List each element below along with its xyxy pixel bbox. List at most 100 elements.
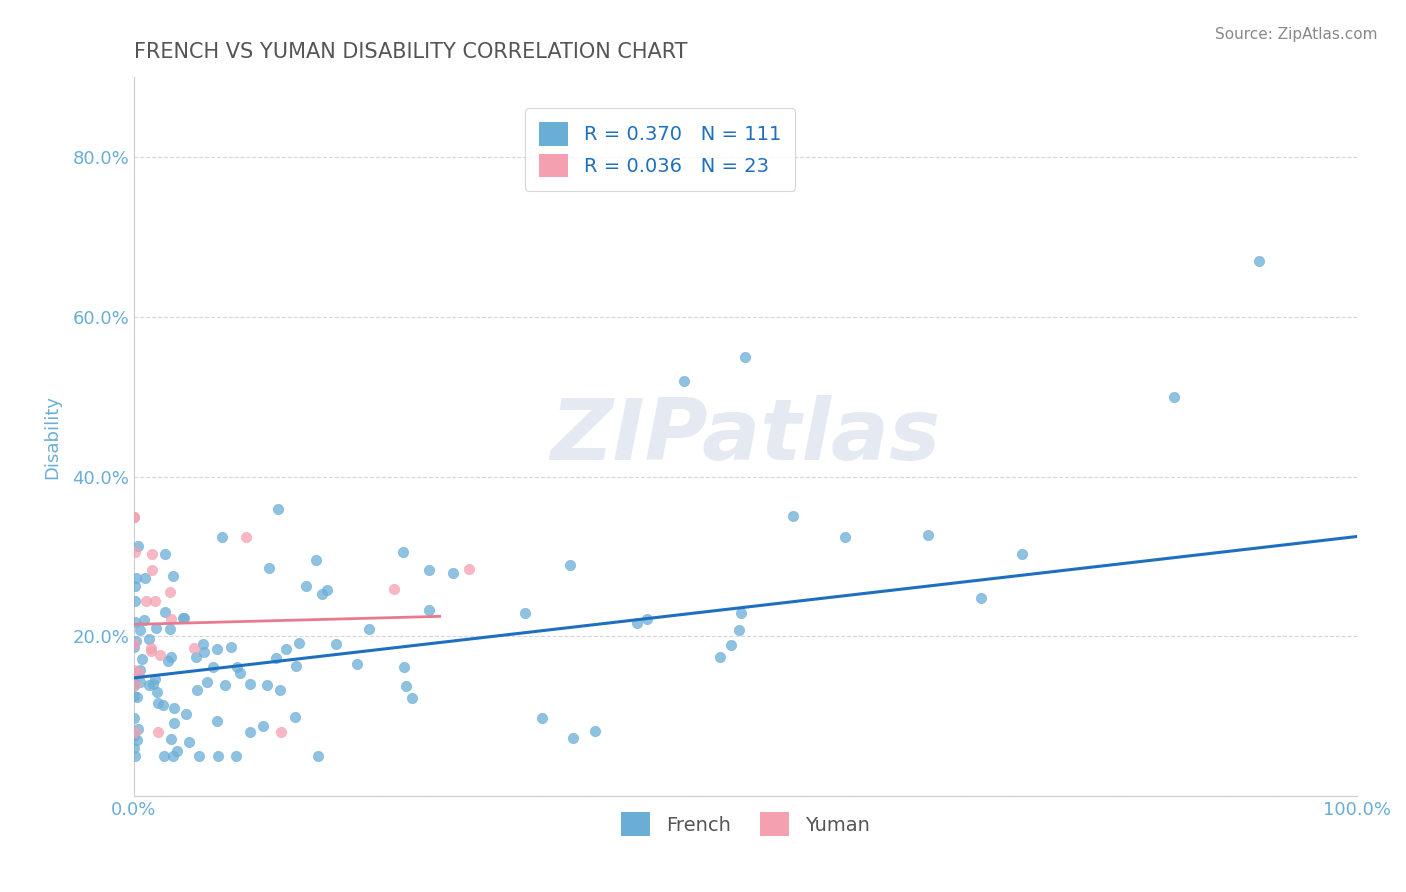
French bbox=[129, 674, 152, 689]
French bbox=[307, 749, 329, 764]
Yuman bbox=[183, 640, 205, 655]
French bbox=[728, 623, 751, 637]
French bbox=[125, 572, 148, 586]
French bbox=[239, 725, 262, 739]
Yuman bbox=[128, 666, 150, 681]
French bbox=[315, 582, 337, 597]
French bbox=[124, 578, 146, 592]
Yuman bbox=[124, 725, 146, 739]
French bbox=[152, 698, 174, 712]
French bbox=[122, 675, 145, 690]
French bbox=[558, 558, 581, 572]
French bbox=[122, 690, 145, 704]
French bbox=[325, 637, 347, 651]
French bbox=[157, 654, 180, 668]
Text: ZIPatlas: ZIPatlas bbox=[550, 395, 941, 478]
French bbox=[148, 696, 170, 710]
French bbox=[513, 607, 536, 621]
French bbox=[284, 658, 307, 673]
Yuman bbox=[122, 509, 145, 524]
French bbox=[122, 640, 145, 654]
French bbox=[970, 591, 993, 605]
French bbox=[127, 723, 149, 737]
French bbox=[917, 528, 939, 542]
French bbox=[191, 637, 214, 651]
French bbox=[226, 660, 249, 674]
French bbox=[346, 657, 368, 671]
French bbox=[205, 714, 228, 729]
Text: Source: ZipAtlas.com: Source: ZipAtlas.com bbox=[1215, 27, 1378, 42]
French bbox=[709, 650, 731, 665]
French bbox=[782, 509, 804, 524]
French bbox=[219, 640, 242, 654]
French bbox=[124, 665, 146, 680]
French bbox=[138, 632, 160, 647]
French bbox=[287, 636, 309, 650]
French bbox=[145, 685, 167, 699]
French bbox=[392, 544, 415, 558]
Yuman bbox=[143, 594, 166, 608]
French bbox=[1011, 547, 1033, 561]
French bbox=[276, 642, 298, 657]
French bbox=[188, 749, 211, 764]
French bbox=[122, 741, 145, 756]
French bbox=[305, 553, 328, 567]
French bbox=[673, 374, 696, 388]
French bbox=[418, 563, 440, 577]
Yuman bbox=[235, 530, 257, 544]
French bbox=[162, 569, 184, 583]
French bbox=[143, 672, 166, 686]
French bbox=[561, 731, 583, 745]
French bbox=[155, 547, 177, 561]
French bbox=[122, 729, 145, 743]
French bbox=[159, 622, 181, 636]
French bbox=[184, 649, 207, 664]
French bbox=[160, 731, 183, 746]
French bbox=[211, 530, 233, 544]
French bbox=[1163, 390, 1185, 404]
Yuman bbox=[141, 563, 163, 577]
French bbox=[160, 650, 183, 665]
French bbox=[124, 593, 146, 607]
French bbox=[395, 679, 418, 693]
French bbox=[122, 711, 145, 725]
French bbox=[186, 683, 208, 698]
French bbox=[720, 638, 742, 652]
Yuman bbox=[141, 644, 163, 658]
French bbox=[166, 744, 188, 758]
French bbox=[205, 642, 228, 657]
Legend: French, Yuman: French, Yuman bbox=[613, 805, 877, 844]
Yuman bbox=[149, 648, 172, 662]
Yuman bbox=[148, 725, 170, 739]
French bbox=[125, 732, 148, 747]
French bbox=[392, 660, 415, 674]
Yuman bbox=[124, 678, 146, 692]
Yuman bbox=[122, 637, 145, 651]
French bbox=[229, 666, 252, 681]
French bbox=[145, 621, 167, 635]
French bbox=[401, 690, 423, 705]
French bbox=[239, 677, 262, 691]
French bbox=[202, 660, 225, 674]
French bbox=[583, 724, 606, 739]
French bbox=[207, 749, 229, 764]
French bbox=[129, 663, 152, 677]
French bbox=[834, 531, 856, 545]
French bbox=[418, 602, 440, 616]
Yuman bbox=[135, 594, 157, 608]
French bbox=[441, 566, 464, 581]
French bbox=[214, 678, 236, 692]
French bbox=[225, 749, 247, 764]
French bbox=[163, 701, 186, 715]
French bbox=[284, 710, 307, 724]
French bbox=[174, 706, 197, 721]
Yuman bbox=[139, 640, 162, 655]
French bbox=[163, 715, 186, 730]
Yuman bbox=[141, 547, 163, 561]
French bbox=[134, 571, 156, 585]
French bbox=[530, 711, 553, 725]
French bbox=[124, 749, 146, 764]
French bbox=[1249, 254, 1271, 268]
Yuman bbox=[458, 562, 481, 576]
Yuman bbox=[159, 584, 181, 599]
